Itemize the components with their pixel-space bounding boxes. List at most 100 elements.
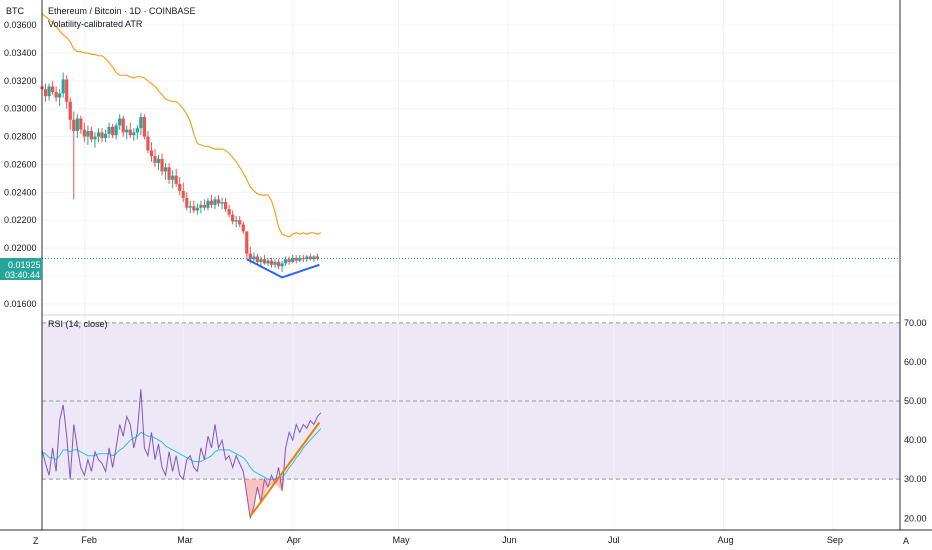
candle-body: [192, 206, 196, 211]
price-tick-label: 0.03400: [4, 48, 37, 58]
rsi-tick-label: 60.00: [904, 357, 927, 367]
candle-body: [195, 207, 199, 211]
candle-body: [202, 204, 207, 208]
rsi-oversold-fill: [243, 479, 286, 519]
candle-body: [160, 158, 164, 172]
price-badge-countdown: 03:40:44: [5, 270, 40, 280]
candle-body: [111, 126, 115, 136]
price-pane[interactable]: [40, 0, 900, 315]
candle-body: [79, 118, 83, 130]
price-badge-value: 0.01925: [8, 260, 41, 270]
candle-body: [128, 129, 132, 136]
candle-body: [132, 132, 136, 136]
candle-body: [135, 128, 139, 133]
candle-body: [273, 262, 277, 265]
trendline-orange[interactable]: [249, 421, 321, 517]
candle-body: [220, 202, 224, 204]
candle-body: [139, 117, 143, 129]
atr-line: [41, 13, 322, 238]
rsi-title[interactable]: RSI (14, close): [48, 319, 108, 329]
candle-body: [50, 86, 55, 92]
rsi-ma-line: [41, 428, 322, 480]
price-tick-label: 0.02000: [4, 243, 37, 253]
candle-body: [72, 119, 76, 132]
currency-label: BTC: [6, 6, 25, 16]
candle-body: [255, 256, 259, 263]
candle-body: [259, 259, 263, 263]
candle-body: [82, 129, 86, 137]
candle-body: [248, 253, 252, 260]
price-tick-label: 0.03000: [4, 104, 37, 114]
candle-body: [287, 259, 291, 263]
price-tick-label: 0.03200: [4, 76, 37, 86]
auto-zoom-button[interactable]: Z: [33, 536, 39, 546]
candle-body: [238, 220, 242, 225]
candle-body: [209, 200, 214, 205]
rsi-grid: [83, 315, 834, 530]
candle-body: [266, 260, 270, 264]
candle-body: [68, 101, 72, 120]
candle-body: [43, 89, 48, 97]
candle-body: [298, 257, 302, 261]
candle-body: [156, 158, 161, 164]
candle-body: [114, 125, 118, 136]
time-tick-label: Mar: [177, 535, 193, 545]
candle-body: [125, 129, 129, 133]
candle-body: [121, 118, 125, 133]
candle-body: [54, 91, 58, 98]
candle-body: [216, 199, 221, 204]
rsi-level-lines: [42, 322, 900, 480]
candle-body: [305, 256, 309, 260]
candle-body: [118, 118, 122, 126]
rsi-tick-label: 30.00: [904, 474, 927, 484]
candle-body: [107, 126, 111, 134]
candle-body: [171, 175, 175, 180]
candle-body: [185, 197, 189, 208]
candle-body: [86, 131, 90, 137]
price-tick-label: 0.02800: [4, 132, 37, 142]
time-tick-label: Feb: [81, 535, 97, 545]
rsi-line: [41, 389, 322, 519]
candle-body: [174, 175, 178, 184]
candle-body: [100, 132, 104, 138]
rsi-axis[interactable]: 70.00 60.00 50.00 40.00 30.00 20.00: [904, 318, 927, 523]
time-tick-label: Jun: [502, 535, 517, 545]
rsi-tick-label: 50.00: [904, 396, 927, 406]
candle-body: [252, 256, 256, 260]
rsi-tick-label: 70.00: [904, 318, 927, 328]
candle-body: [245, 231, 249, 254]
candle-body: [163, 167, 168, 172]
candle-body: [206, 200, 210, 208]
candle-body: [315, 256, 320, 259]
candle-body: [96, 132, 101, 137]
candle-body: [241, 224, 245, 232]
time-axis[interactable]: Feb Mar Apr May Jun Jul Aug Sep: [81, 535, 843, 545]
candle-body: [178, 183, 182, 191]
candle-body: [262, 259, 267, 264]
time-tick-label: May: [393, 535, 411, 545]
auto-scale-button[interactable]: A: [903, 536, 909, 546]
symbol-title[interactable]: Ethereum / Bitcoin · 1D · COINBASE: [48, 6, 196, 16]
candle-body: [269, 260, 274, 265]
candle-body: [75, 118, 79, 132]
candle-body: [280, 263, 284, 267]
candle-body: [234, 220, 238, 222]
price-badge: 0.01925 03:40:44: [0, 258, 42, 280]
trendline-blue[interactable]: [246, 258, 320, 279]
candle-body: [312, 256, 316, 260]
indicator-title[interactable]: Volatility-calibrated ATR: [48, 19, 143, 29]
candle-body: [149, 150, 154, 157]
price-tick-label: 0.02400: [4, 187, 37, 197]
candle-body: [284, 259, 288, 264]
candle-body: [58, 93, 62, 98]
candle-body: [308, 256, 312, 260]
price-tick-label: 0.03600: [4, 20, 37, 30]
candle-body: [142, 117, 146, 137]
time-tick-label: Jul: [608, 535, 620, 545]
rsi-pane[interactable]: [41, 315, 900, 530]
candle-body: [103, 133, 108, 138]
rsi-tick-label: 20.00: [904, 513, 927, 523]
candle-body: [89, 131, 94, 140]
price-tick-label: 0.01600: [4, 299, 37, 309]
price-grid: [42, 0, 900, 315]
